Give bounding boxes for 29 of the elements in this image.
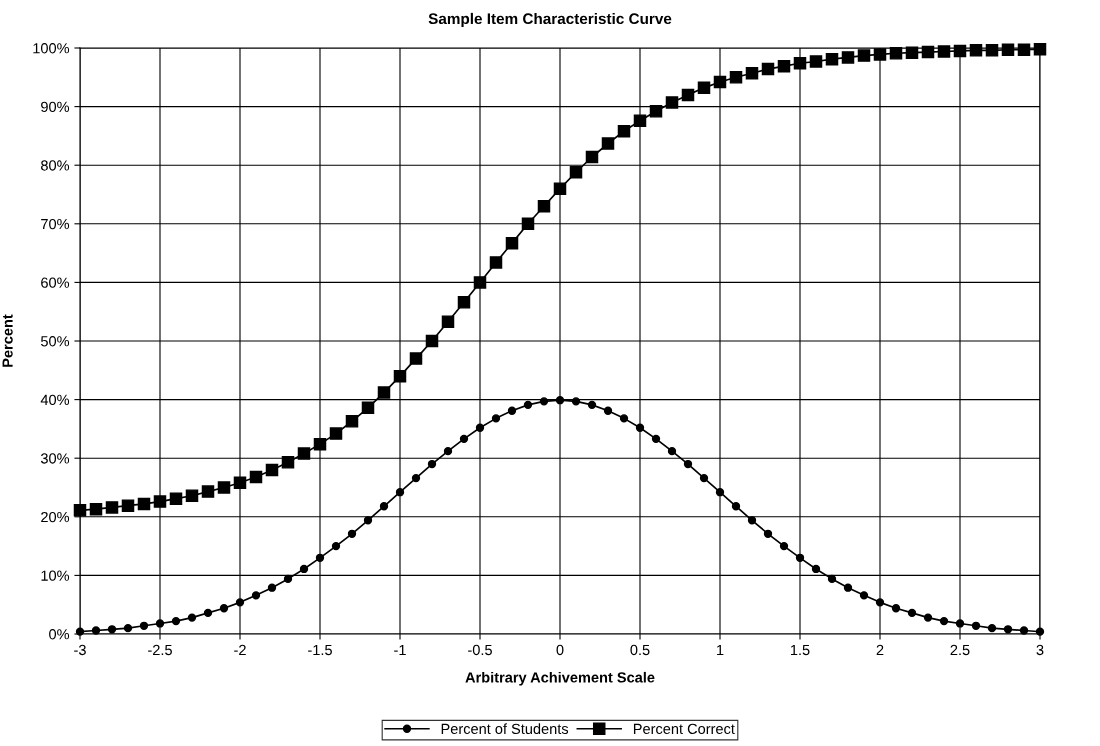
chart-title: Sample Item Characteristic Curve (428, 12, 672, 28)
y-tick-label: 60% (41, 277, 70, 288)
x-axis-title: Arbitrary Achivement Scale (465, 671, 655, 686)
x-tick-label: -1 (394, 644, 406, 655)
x-tick-label: 2.5 (950, 644, 970, 656)
y-tick-label: 70% (41, 218, 70, 230)
y-tick-label: 50% (40, 336, 70, 347)
y-tick-label: 10% (41, 570, 70, 581)
x-tick-label: 0 (556, 644, 564, 656)
x-tick-label: -0.5 (468, 644, 492, 656)
y-tick-label: 0% (49, 629, 70, 640)
y-tick-label: 100% (33, 43, 70, 54)
y-tick-label: 40% (40, 394, 70, 406)
x-tick-label: -1.5 (308, 644, 332, 656)
y-tick-label: 20% (41, 511, 70, 523)
y-tick-label: 80% (41, 160, 70, 171)
x-tick-label: 3 (1036, 644, 1044, 656)
y-tick-label: 30% (40, 453, 70, 464)
y-tick-label: 90% (41, 101, 70, 113)
x-tick-label: 0.5 (630, 644, 650, 656)
y-axis-title: Percent (2, 314, 13, 367)
x-tick-label: -3 (74, 644, 86, 656)
x-tick-label: -2.5 (148, 644, 172, 656)
x-tick-label: -2 (234, 644, 246, 655)
x-tick-label: 1 (717, 644, 724, 655)
x-tick-label: 2 (876, 644, 884, 655)
x-tick-label: 1.5 (790, 644, 810, 656)
legend-label: Percent of Students (441, 723, 569, 735)
legend-label: Percent Correct (633, 723, 735, 735)
